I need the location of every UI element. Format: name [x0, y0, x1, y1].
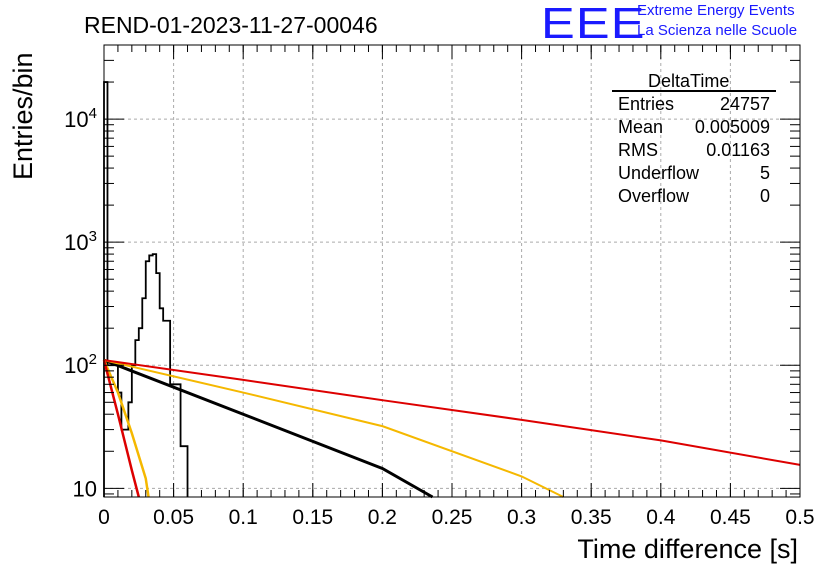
stats-value-entries: 24757 [719, 94, 770, 114]
chart-title: REND-01-2023-11-27-00046 [84, 12, 378, 38]
stats-value-overflow: 0 [759, 186, 770, 206]
x-tick-label: 0.2 [368, 506, 397, 529]
x-tick-label: 0.3 [507, 506, 536, 529]
stats-value-mean: 0.005009 [694, 117, 770, 137]
y-tick-label: 103 [64, 228, 97, 255]
stats-value-underflow: 5 [759, 163, 770, 183]
stats-label-entries: Entries [618, 94, 675, 114]
logo-line-1: Extreme Energy Events [637, 2, 795, 19]
stats-value-rms: 0.01163 [706, 140, 770, 160]
x-tick-label: 0.25 [432, 506, 473, 529]
grid [104, 45, 800, 497]
x-tick-label: 0.05 [153, 506, 194, 529]
x-tick-label: 0.45 [710, 506, 751, 529]
stats-title: DeltaTime [648, 71, 730, 91]
fit-line [103, 359, 564, 498]
x-tick-label: 0.15 [292, 506, 333, 529]
x-tick-label: 0.35 [571, 506, 612, 529]
fit-lines [102, 358, 801, 499]
x-tick-label: 0.4 [646, 506, 676, 529]
stats-label-rms: RMS [618, 140, 658, 160]
stats-label-overflow: Overflow [618, 186, 690, 206]
x-tick-label: 0 [98, 506, 110, 529]
y-tick-label: 10 [73, 476, 97, 501]
y-tick-label: 104 [64, 105, 97, 132]
histogram [103, 81, 189, 497]
stats-label-mean: Mean [618, 117, 664, 137]
x-axis-label: Time difference [s] [577, 534, 798, 564]
x-tick-label: 0.5 [785, 506, 814, 529]
fit-line [102, 359, 141, 498]
y-axis-label: Entries/bin [8, 52, 38, 180]
axis-ticks: 0 0.05 0.1 0.15 0.2 0.25 0.3 0.35 0.4 0.45 0.5 10 10… [64, 45, 815, 529]
fit-line [103, 359, 801, 466]
x-tick-label: 0.1 [229, 506, 258, 529]
eee-logo: EEE [541, 0, 646, 48]
fit-line [102, 359, 150, 498]
y-tick-label: 102 [64, 351, 97, 378]
histogram-outline [103, 81, 189, 497]
stats-label-underflow: Underflow [618, 163, 700, 183]
logo-line-2: La Scienza nelle Scuole [637, 22, 798, 39]
fit-line [103, 358, 434, 499]
